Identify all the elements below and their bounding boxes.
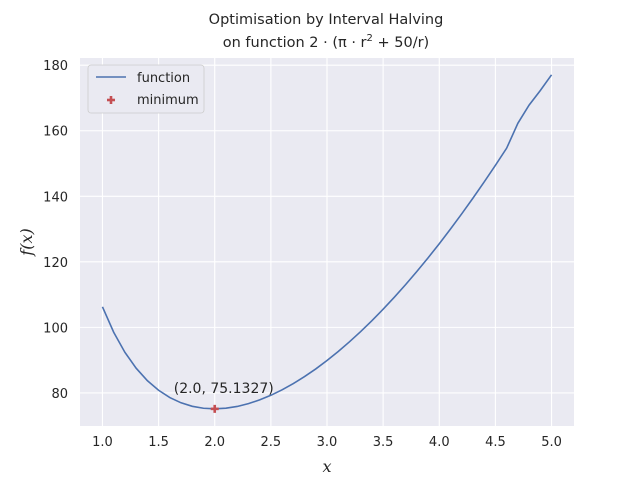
x-tick-label: 5.0 bbox=[541, 435, 562, 450]
chart-title-line2-suffix: + 50/r) bbox=[373, 35, 429, 51]
legend-minimum-label: minimum bbox=[137, 93, 199, 108]
legend-function-label: function bbox=[137, 71, 190, 86]
y-axis-label: f(x) bbox=[17, 228, 36, 256]
function-line bbox=[101, 74, 553, 410]
legend-minimum-swatch bbox=[107, 96, 115, 104]
chart-title-line2-prefix: on function 2 · (π · r bbox=[223, 35, 367, 51]
y-tick-label: 100 bbox=[43, 321, 68, 336]
x-tick-label: 4.0 bbox=[429, 435, 450, 450]
y-tick-label: 180 bbox=[43, 59, 68, 74]
x-tick-label: 1.0 bbox=[92, 435, 113, 450]
x-tick-label: 3.0 bbox=[317, 435, 338, 450]
x-tick-label: 2.0 bbox=[204, 435, 225, 450]
x-tick-label: 4.5 bbox=[485, 435, 506, 450]
x-tick-label: 1.5 bbox=[148, 435, 169, 450]
chart-title-line2-exp: 2 bbox=[367, 33, 373, 44]
minimum-annotation: (2.0, 75.1327) bbox=[174, 381, 274, 397]
y-tick-label: 120 bbox=[43, 256, 68, 271]
legend: function minimum bbox=[87, 64, 205, 114]
x-axis-label: x bbox=[322, 457, 331, 476]
minimum-marker bbox=[210, 404, 219, 413]
x-tick-label: 2.5 bbox=[261, 435, 282, 450]
x-tick-label: 3.5 bbox=[373, 435, 394, 450]
x-tick-labels: 1.0 1.5 2.0 2.5 3.0 3.5 4.0 4.5 5.0 bbox=[92, 435, 562, 450]
y-tick-labels: 80 100 120 140 160 180 bbox=[43, 59, 68, 402]
y-tick-label: 140 bbox=[43, 190, 68, 205]
y-tick-label: 160 bbox=[43, 125, 68, 140]
y-tick-label: 80 bbox=[51, 387, 68, 402]
chart-title-line1: Optimisation by Interval Halving bbox=[209, 12, 444, 28]
chart-title-line2: on function 2 · (π · r2 + 50/r) bbox=[223, 33, 429, 51]
